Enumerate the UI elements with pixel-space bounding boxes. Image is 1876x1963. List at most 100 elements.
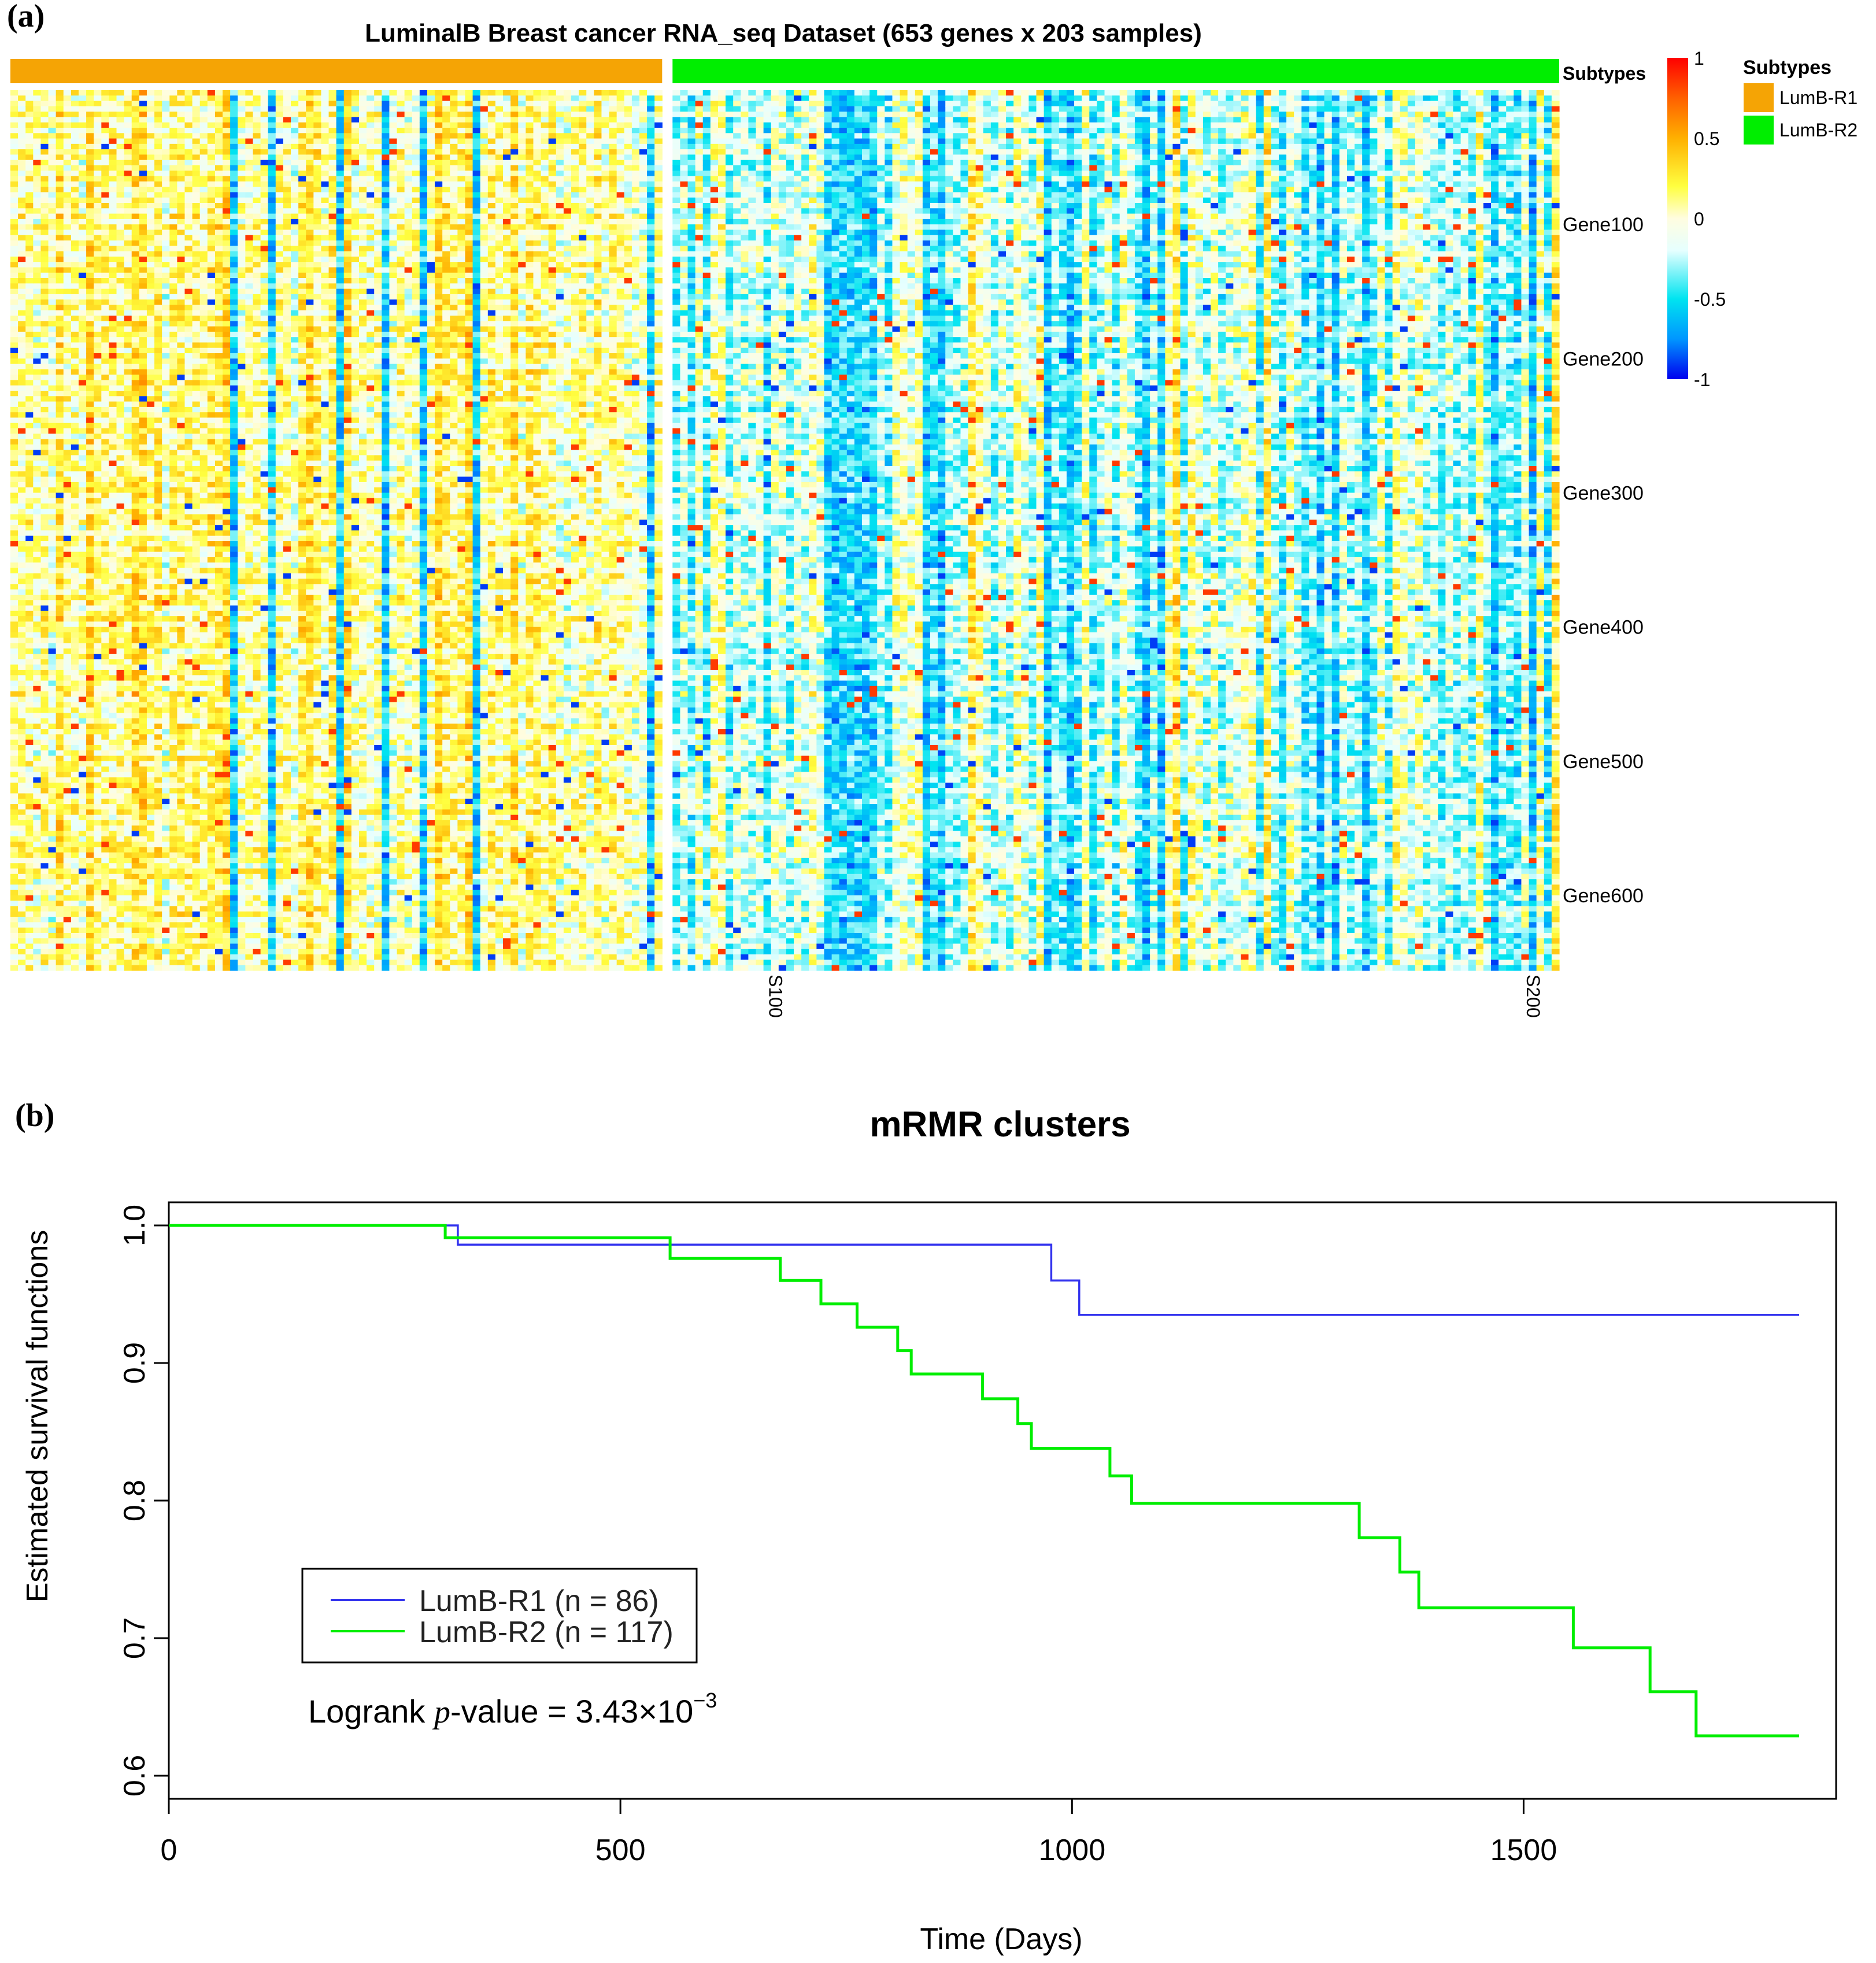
heatmap-cell — [18, 160, 26, 166]
heatmap-cell — [40, 670, 49, 676]
heatmap-cell — [40, 675, 49, 681]
heatmap-cell — [33, 149, 41, 155]
heatmap-cell — [49, 192, 57, 198]
heatmap-cell — [40, 681, 49, 687]
heatmap-cell — [25, 294, 34, 300]
heatmap-cell — [18, 402, 26, 408]
heatmap-cell — [33, 761, 41, 767]
heatmap-cell — [10, 772, 18, 777]
heatmap-cell — [10, 697, 18, 702]
heatmap-cell — [33, 498, 41, 504]
heatmap-cell — [33, 283, 41, 289]
heatmap-cell — [10, 595, 18, 601]
heatmap-cell — [10, 428, 18, 434]
heatmap-cell — [25, 455, 34, 461]
heatmap-cell — [25, 590, 34, 595]
heatmap-cell — [40, 342, 49, 348]
heatmap-cell — [33, 643, 41, 649]
heatmap-cell — [18, 133, 26, 139]
heatmap-cell — [25, 224, 34, 230]
heatmap-cell — [25, 229, 34, 235]
heatmap-cell — [40, 214, 49, 220]
heatmap-cell — [10, 423, 18, 429]
heatmap-cell — [49, 417, 57, 423]
heatmap-cell — [18, 697, 26, 702]
heatmap-cell — [49, 579, 57, 584]
heatmap-cell — [25, 257, 34, 262]
heatmap-cell — [25, 90, 34, 96]
heatmap-cell — [18, 933, 26, 939]
heatmap-cell — [10, 686, 18, 692]
heatmap-cell — [10, 965, 18, 971]
heatmap-cell — [40, 95, 49, 101]
heatmap-cell — [33, 396, 41, 402]
heatmap-cell — [33, 165, 41, 171]
heatmap-cell — [18, 713, 26, 718]
heatmap-cell — [33, 316, 41, 321]
heatmap-cell — [10, 445, 18, 450]
heatmap-cell — [33, 439, 41, 445]
heatmap-cell — [40, 503, 49, 509]
heatmap-cell — [10, 348, 18, 354]
heatmap-cell — [40, 133, 49, 139]
heatmap-cell — [33, 144, 41, 150]
heatmap-cell — [10, 568, 18, 573]
heatmap-cell — [25, 412, 34, 418]
heatmap-cell — [40, 611, 49, 617]
heatmap-cell — [18, 579, 26, 584]
heatmap-cell — [25, 487, 34, 493]
heatmap-cell — [33, 863, 41, 869]
heatmap-cell — [40, 600, 49, 606]
heatmap-cell — [18, 799, 26, 805]
heatmap-cell — [10, 708, 18, 713]
heatmap-cell — [40, 579, 49, 584]
heatmap-cell — [10, 498, 18, 504]
heatmap-cell — [10, 358, 18, 364]
heatmap-cell — [25, 530, 34, 536]
heatmap-cell — [40, 402, 49, 408]
heatmap-cell — [18, 342, 26, 348]
heatmap-cell — [33, 229, 41, 235]
heatmap-cell — [18, 514, 26, 520]
heatmap-cell — [10, 836, 18, 842]
heatmap-cell — [33, 912, 41, 917]
heatmap-cell — [40, 439, 49, 445]
heatmap-cell — [25, 380, 34, 386]
heatmap-cell — [49, 665, 57, 671]
heatmap-cell — [10, 171, 18, 176]
heatmap-cell — [49, 133, 57, 139]
heatmap-cell — [25, 681, 34, 687]
heatmap-cell — [18, 224, 26, 230]
heatmap-cell — [40, 332, 49, 338]
heatmap-cell — [33, 299, 41, 305]
heatmap-cell — [40, 369, 49, 375]
heatmap-cell — [49, 509, 57, 514]
heatmap-cell — [33, 949, 41, 955]
heatmap-cell — [49, 455, 57, 461]
heatmap-cell — [40, 858, 49, 864]
heatmap-cell — [33, 203, 41, 209]
heatmap-cell — [40, 487, 49, 493]
heatmap-cell — [10, 605, 18, 611]
heatmap-cell — [18, 364, 26, 370]
heatmap-cell — [33, 842, 41, 847]
heatmap-cell — [49, 638, 57, 643]
heatmap-cell — [33, 321, 41, 327]
heatmap-cell — [49, 229, 57, 235]
heatmap-cell — [40, 267, 49, 273]
heatmap-cell — [40, 106, 49, 112]
heatmap-cell — [10, 224, 18, 230]
heatmap-cell — [10, 530, 18, 536]
heatmap-cell — [33, 697, 41, 702]
heatmap-cell — [25, 799, 34, 805]
heatmap-cell — [33, 139, 41, 145]
heatmap-cell — [49, 267, 57, 273]
heatmap-cell — [25, 423, 34, 429]
heatmap-cell — [49, 471, 57, 477]
heatmap-cell — [18, 562, 26, 568]
heatmap-cell — [25, 198, 34, 203]
heatmap-cell — [25, 766, 34, 772]
heatmap-cell — [33, 568, 41, 573]
heatmap-cell — [25, 632, 34, 638]
heatmap-cell — [33, 407, 41, 413]
